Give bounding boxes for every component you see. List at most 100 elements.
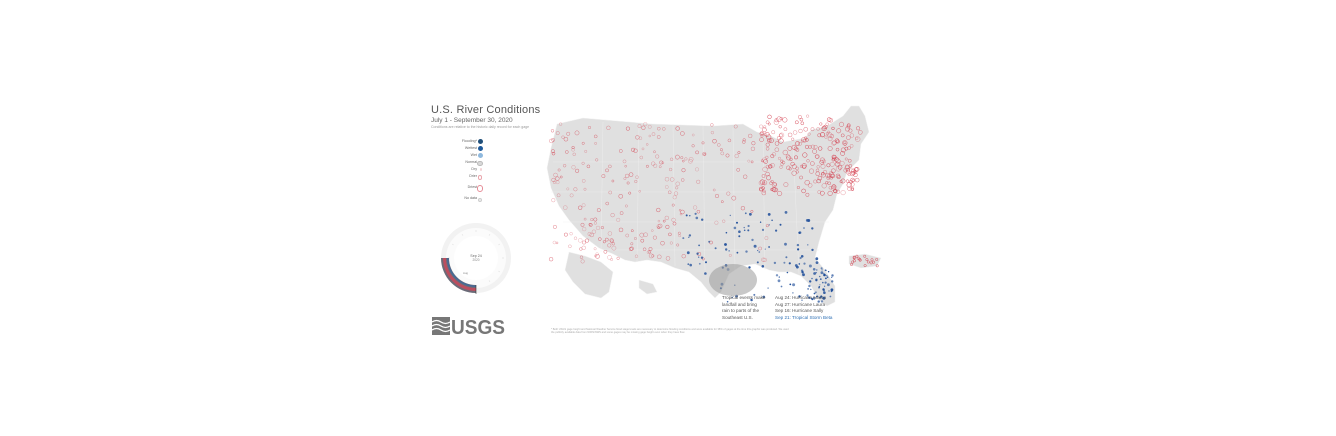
gage-dot [691,133,695,137]
gage-dot [831,126,835,131]
gage-dot [664,185,669,189]
gage-dot [810,127,815,132]
gage-dot [696,252,699,255]
gage-dot [820,267,823,270]
gage-dot [830,288,834,292]
gage-dot [675,154,680,160]
gage-dot [813,272,816,275]
gage-dot [761,157,767,163]
gage-dot [582,226,587,232]
gage-dot [823,273,825,275]
gage-dot [811,277,813,280]
tropical-highlight-ellipse [709,264,757,296]
legend-item-normal: Normal [431,159,483,166]
gage-dot [556,193,561,198]
gage-dot [800,139,804,143]
gage-dot [855,254,859,258]
gage-dot [827,190,833,196]
gage-dot [765,155,769,159]
gage-dot [742,140,746,144]
gage-dot [777,156,782,160]
gage-dot [651,161,656,166]
gage-dot [722,219,726,223]
gage-dot [569,232,573,236]
gage-dot [869,261,873,265]
gage-dot [790,161,795,167]
gage-dot [806,159,810,163]
event-sally: Sep 16: Hurricane Sally [775,308,824,314]
gage-dot [787,132,793,138]
event-beta: Sep 21: Tropical Storm Beta [775,314,833,320]
gage-dot [831,276,833,278]
gage-dot [777,190,783,197]
wet-swatch-icon [478,153,483,158]
gage-dot [795,166,799,171]
legend-item-drier: Drier [431,173,483,180]
gage-dot [594,142,597,145]
gage-dot [682,237,685,240]
gage-dot [653,150,656,154]
gage-dot [750,160,754,164]
gage-dot [820,295,823,298]
gage-dot [824,285,826,287]
gage-dot [619,211,624,215]
gage-dot [779,132,785,138]
gage-dot [800,121,805,126]
gage-dot [802,273,805,277]
gage-dot [678,234,682,238]
gage-dot [572,152,576,156]
gage-dot [664,215,669,221]
gage-dot [838,121,845,127]
gage-dot [814,154,820,159]
gage-dot [765,120,770,125]
gage-dot [844,146,849,151]
gage-dot [783,182,789,188]
gage-dot [836,128,842,134]
gage-dot [821,125,827,132]
gage-dot [710,123,714,127]
land-shapes [546,105,882,307]
gage-dot [618,227,624,233]
gage-dot [756,261,759,264]
gage-dot [767,287,769,289]
gage-dot [662,219,666,223]
gage-dot [797,248,800,251]
timeline-dial[interactable] [440,222,512,294]
gage-dot [831,184,837,190]
gage-dot [555,176,560,181]
gage-dot [643,122,648,127]
gage-dot [624,173,630,179]
gage-dot [748,133,753,139]
gage-dot [774,187,779,193]
gage-dot [648,134,652,138]
gage-dot [854,166,860,172]
gage-dot [637,124,642,129]
gage-dot [590,218,594,222]
gage-dot [731,195,737,201]
gage-dot [832,155,837,160]
gage-dot [822,170,828,175]
state-borders [551,121,843,275]
gage-dot [805,219,809,222]
gage-dot [764,236,769,241]
gage-dot [788,262,791,265]
gage-dot [801,163,807,169]
gage-dot [816,269,818,271]
gage-dot [651,229,654,232]
gage-dot [602,240,606,244]
gage-dot [812,268,816,271]
gage-dot [618,149,623,153]
gage-dot [831,274,834,277]
gage-dot [806,114,810,118]
gage-dot [808,145,812,149]
gage-dot [679,212,683,216]
gage-dot [781,160,786,165]
gage-dot [733,226,737,230]
gage-dot [659,160,664,165]
gage-dot [770,162,775,168]
gage-dot [581,141,585,145]
gage-dot [607,243,612,248]
svg-text:USGS: USGS [451,317,505,336]
gage-dot [773,182,777,186]
us-map[interactable] [543,102,889,324]
